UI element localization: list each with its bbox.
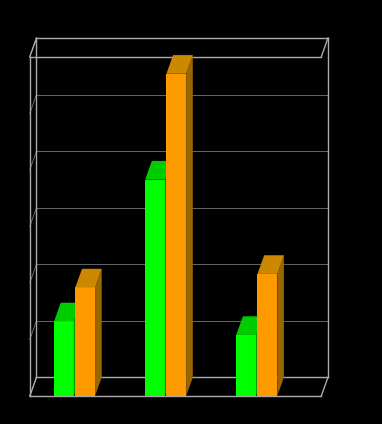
Polygon shape	[236, 335, 256, 396]
Polygon shape	[75, 287, 95, 396]
Polygon shape	[54, 321, 74, 396]
Polygon shape	[277, 255, 284, 396]
Polygon shape	[257, 274, 277, 396]
Polygon shape	[167, 55, 193, 74]
Polygon shape	[54, 303, 81, 321]
Polygon shape	[167, 74, 186, 396]
Polygon shape	[236, 316, 263, 335]
Polygon shape	[74, 303, 81, 396]
Polygon shape	[145, 161, 172, 180]
Polygon shape	[165, 161, 172, 396]
Polygon shape	[186, 55, 193, 396]
Polygon shape	[256, 316, 263, 396]
Polygon shape	[257, 255, 284, 274]
Polygon shape	[145, 180, 165, 396]
Polygon shape	[95, 269, 102, 396]
Polygon shape	[75, 269, 102, 287]
